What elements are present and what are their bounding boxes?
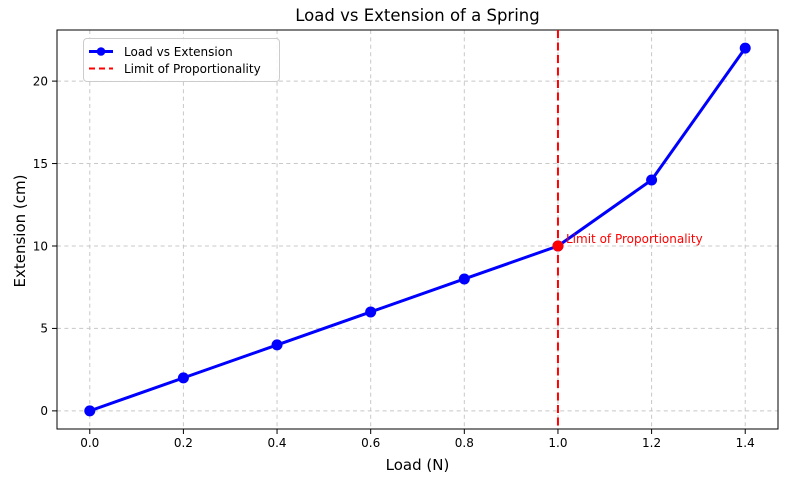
limit-annotation: Limit of Proportionality <box>566 232 703 246</box>
y-tick-label: 20 <box>33 74 48 88</box>
x-tick-label: 1.2 <box>642 436 661 450</box>
legend-label: Limit of Proportionality <box>124 61 261 76</box>
y-tick-label: 10 <box>33 239 48 253</box>
x-tick-label: 1.0 <box>548 436 567 450</box>
x-tick-label: 0.6 <box>361 436 380 450</box>
data-point-marker <box>739 42 751 54</box>
x-tick-label: 0.0 <box>80 436 99 450</box>
y-tick-label: 0 <box>40 404 48 418</box>
dashed-line-icon <box>89 67 113 70</box>
data-point-marker <box>646 174 658 186</box>
x-tick-label: 1.4 <box>736 436 755 450</box>
legend-label: Load vs Extension <box>124 44 233 59</box>
legend-item-limit-of-proportionality: Limit of Proportionality <box>88 60 272 77</box>
data-point-marker <box>84 405 96 417</box>
legend: Load vs Extension Limit of Proportionali… <box>83 38 280 82</box>
y-axis-label: Extension (cm) <box>11 174 29 288</box>
x-tick-label: 0.2 <box>174 436 193 450</box>
data-point-marker <box>458 273 470 285</box>
x-tick-label: 0.8 <box>455 436 474 450</box>
legend-item-load-vs-extension: Load vs Extension <box>88 43 272 60</box>
y-tick-label: 15 <box>33 157 48 171</box>
solid-line-marker-icon <box>89 47 113 56</box>
limit-point <box>552 240 564 252</box>
y-tick-label: 5 <box>40 322 48 336</box>
x-axis-label: Load (N) <box>385 456 450 474</box>
chart-title: Load vs Extension of a Spring <box>295 6 540 25</box>
x-tick-label: 0.4 <box>267 436 286 450</box>
data-point-marker <box>271 339 283 351</box>
plot-border <box>56 29 779 430</box>
data-point-marker <box>177 372 189 384</box>
data-point-marker <box>365 306 377 318</box>
series-line <box>88 46 747 413</box>
